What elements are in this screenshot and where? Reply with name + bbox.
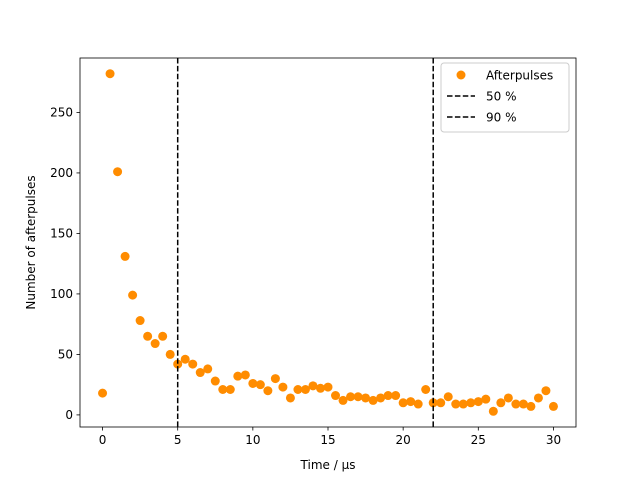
- data-point: [488, 406, 498, 416]
- data-point: [98, 388, 108, 398]
- data-point: [458, 399, 468, 409]
- legend-box: [440, 62, 570, 133]
- y-tick-label: 250: [50, 106, 73, 120]
- data-point: [421, 384, 431, 394]
- data-point: [368, 395, 378, 405]
- data-point: [248, 378, 258, 388]
- data-point: [338, 395, 348, 405]
- data-point: [308, 381, 318, 391]
- data-point: [323, 382, 333, 392]
- data-point: [346, 392, 356, 402]
- data-point: [496, 398, 506, 408]
- data-point: [406, 397, 416, 407]
- data-point: [436, 398, 446, 408]
- data-point: [293, 384, 303, 394]
- data-point: [451, 399, 461, 409]
- data-point: [376, 393, 386, 403]
- data-point: [361, 393, 371, 403]
- data-point: [195, 368, 205, 378]
- y-tick-label: 0: [65, 408, 73, 422]
- y-axis-label: Number of afterpulses: [24, 175, 38, 309]
- x-axis-label: Time / μs: [300, 458, 356, 472]
- data-point: [473, 397, 483, 407]
- data-point: [533, 393, 543, 403]
- data-point: [331, 391, 341, 401]
- data-point: [398, 398, 408, 408]
- x-tick-label: 10: [245, 433, 260, 447]
- x-tick-label: 20: [396, 433, 411, 447]
- legend-label: 90 %: [486, 110, 517, 124]
- data-point: [511, 399, 521, 409]
- data-point: [383, 391, 393, 401]
- y-tick-label: 50: [58, 348, 73, 362]
- data-point: [188, 359, 198, 369]
- data-point: [218, 384, 228, 394]
- data-point: [165, 349, 175, 359]
- legend-marker: [456, 70, 466, 80]
- data-point: [150, 339, 160, 349]
- data-point: [503, 393, 513, 403]
- plot-area: [98, 58, 558, 427]
- x-tick-label: 30: [546, 433, 561, 447]
- data-point: [255, 380, 265, 390]
- legend: Afterpulses 50 % 90 %: [440, 62, 570, 133]
- data-point: [128, 290, 138, 300]
- data-point: [518, 399, 528, 409]
- data-point: [315, 383, 325, 393]
- data-point: [203, 364, 213, 374]
- data-point: [481, 394, 491, 404]
- data-point: [135, 316, 145, 326]
- data-point: [158, 331, 168, 341]
- legend-label: Afterpulses: [486, 68, 553, 82]
- data-point: [443, 392, 453, 402]
- x-tick-label: 25: [471, 433, 486, 447]
- data-point: [143, 331, 153, 341]
- data-point: [270, 374, 280, 384]
- data-point: [263, 386, 273, 396]
- data-point: [278, 382, 288, 392]
- legend-label: 50 %: [486, 89, 517, 103]
- data-point: [300, 384, 310, 394]
- data-point: [210, 376, 220, 386]
- x-tick-label: 15: [320, 433, 335, 447]
- data-point: [173, 359, 183, 369]
- x-tick-label: 0: [99, 433, 107, 447]
- data-point: [233, 371, 243, 381]
- y-tick-label: 100: [50, 287, 73, 301]
- data-point: [240, 370, 250, 380]
- data-point: [113, 167, 123, 177]
- data-point: [285, 393, 295, 403]
- data-point: [391, 391, 401, 401]
- data-point: [541, 386, 551, 396]
- data-point: [413, 399, 423, 409]
- data-point: [526, 401, 536, 411]
- data-point: [548, 401, 558, 411]
- data-point: [466, 398, 476, 408]
- data-point: [105, 69, 115, 79]
- data-point: [120, 251, 130, 261]
- y-tick-label: 200: [50, 166, 73, 180]
- data-point: [180, 354, 190, 364]
- axes: 0 5 10 15 20 25 30 0 50 100 150 200 250: [50, 57, 577, 447]
- x-tick-label: 5: [174, 433, 182, 447]
- data-point: [353, 392, 363, 402]
- y-tick-label: 150: [50, 227, 73, 241]
- data-point: [225, 384, 235, 394]
